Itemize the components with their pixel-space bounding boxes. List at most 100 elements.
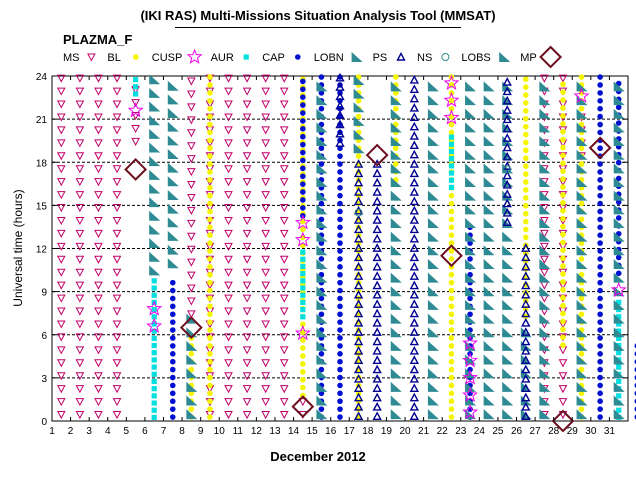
legend-label-cap: CAP (262, 52, 285, 64)
point-lobn (465, 272, 477, 283)
point-ms (75, 204, 85, 213)
point-ms (94, 74, 103, 83)
point-bl (523, 155, 529, 162)
point-ms (224, 346, 233, 355)
point-lobn (539, 95, 551, 106)
y-tick-label: 3 (41, 374, 47, 385)
point-ps (353, 271, 364, 280)
point-ms (224, 178, 233, 187)
point-ps (409, 355, 419, 364)
point-lobn (502, 286, 514, 297)
point-ms (56, 398, 66, 407)
point-ps (521, 383, 531, 392)
point-lobn (483, 81, 495, 92)
point-bl (207, 319, 213, 325)
point-aur (151, 328, 157, 334)
point-ms (242, 411, 252, 420)
point-cap (597, 177, 603, 183)
point-ps (502, 151, 512, 161)
point-ps (521, 336, 531, 346)
point-lobn (483, 313, 495, 324)
point-ps (372, 299, 382, 308)
point-ms (224, 281, 233, 290)
point-ps (353, 233, 364, 243)
point-lobn (390, 149, 402, 160)
point-bl (300, 368, 306, 375)
point-bl (448, 216, 455, 223)
point-ps (353, 187, 364, 196)
point-ps (409, 196, 419, 206)
point-cap (318, 145, 325, 152)
point-ms (56, 126, 66, 135)
point-lobn (539, 258, 551, 269)
point-lobn (576, 272, 588, 283)
point-cap (597, 398, 603, 405)
point-ms (112, 165, 122, 174)
point-bl (560, 136, 566, 143)
point-ps (409, 112, 419, 122)
point-ps (409, 402, 419, 411)
point-ps (409, 345, 419, 355)
point-lobn (167, 244, 179, 255)
point-ms (56, 411, 66, 420)
point-lobn (316, 272, 328, 283)
point-lobn (149, 224, 161, 235)
point-ms (242, 346, 252, 355)
point-lobn (576, 258, 588, 269)
point-cap (337, 153, 343, 159)
point-bl (523, 171, 529, 177)
point-ps (353, 261, 364, 271)
point-ms (261, 411, 271, 420)
point-ps (521, 327, 531, 336)
point-bl (523, 92, 529, 98)
point-lobn (390, 327, 402, 338)
point-cap (169, 358, 176, 365)
point-ps (521, 271, 531, 280)
point-ms (112, 294, 122, 303)
point-ms (242, 268, 252, 277)
point-lobn (483, 95, 495, 106)
point-lobn (316, 299, 328, 310)
point-lobn (167, 108, 179, 119)
point-bl (448, 97, 455, 104)
y-tick-label: 12 (36, 245, 48, 256)
point-ms (279, 204, 289, 213)
point-ms (224, 411, 233, 420)
x-tick-label: 26 (511, 426, 523, 437)
point-lobn (465, 395, 477, 406)
point-lobn (576, 381, 588, 392)
point-ms (224, 255, 233, 264)
point-ms (94, 113, 103, 122)
point-lobn (465, 108, 477, 119)
point-ns (354, 208, 363, 217)
point-lobn (186, 368, 198, 379)
point-bl (207, 279, 213, 286)
point-bl (448, 129, 455, 136)
legend-marker-cusp (186, 48, 203, 64)
point-lobn (502, 258, 514, 269)
point-lobn (502, 381, 514, 392)
point-ps (353, 308, 364, 318)
point-cap (597, 240, 603, 246)
point-cap (300, 205, 306, 211)
point-lobn (483, 327, 495, 338)
point-lobn (539, 108, 551, 119)
point-lobn (316, 163, 328, 174)
point-bl (448, 414, 455, 420)
point-ms (94, 126, 103, 135)
point-ps (521, 261, 531, 271)
point-ms (75, 372, 85, 381)
point-cap (318, 295, 325, 302)
point-ps (372, 355, 382, 364)
point-ms (94, 320, 103, 329)
point-cap (597, 295, 603, 302)
point-ms (56, 372, 66, 381)
point-ms (75, 216, 85, 226)
point-mp (588, 136, 612, 160)
point-ps (502, 114, 512, 124)
point-cap (337, 248, 343, 254)
point-ms (224, 126, 233, 135)
point-lobn (613, 190, 625, 201)
point-cap (169, 366, 176, 373)
